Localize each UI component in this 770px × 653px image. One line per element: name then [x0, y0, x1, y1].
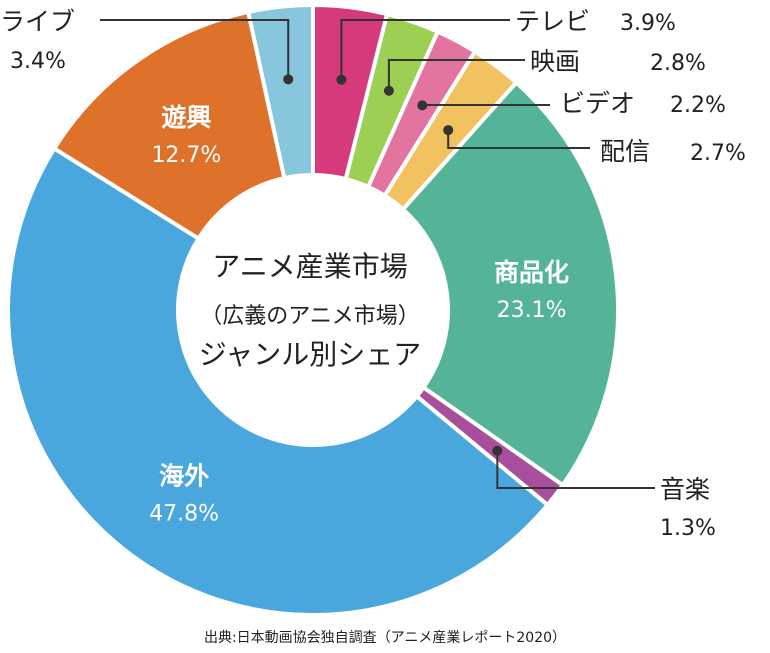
slice-label-0: テレビ: [515, 7, 590, 36]
center-title-line-2: ジャンル別シェア: [199, 338, 422, 371]
slice-value-3: 2.7%: [690, 141, 746, 166]
outside-labels: テレビ 3.9% 映画 2.8% ビデオ 2.2% 配信 2.7% 音楽 1.3% ライブ 3.4%: [0, 7, 746, 541]
leader-dot-3: [443, 125, 454, 136]
leader-dot-0: [336, 74, 347, 85]
center-title-line-1: （広義のアニメ市場）: [200, 304, 420, 329]
slices: [6, 2, 620, 617]
slice-label-2: ビデオ: [560, 89, 635, 118]
slice-value-0: 3.9%: [620, 11, 676, 36]
leader-dot-1: [383, 85, 394, 96]
slice-label-1: 映画: [530, 47, 580, 76]
slice-7: [51, 9, 287, 242]
slice-label-5: 音楽: [660, 475, 710, 504]
slice-label-8: ライブ: [0, 7, 75, 36]
leader-line-1: [387, 59, 525, 91]
slice-value-8: 3.4%: [10, 49, 66, 74]
leader-line-0: [340, 19, 510, 80]
slice-8: [245, 2, 315, 181]
slice-value-6: 47.8%: [149, 501, 219, 526]
leader-dot-5: [492, 445, 503, 456]
leader-line-5: [496, 450, 655, 489]
slice-value-2: 2.2%: [670, 93, 726, 118]
slice-6: [6, 145, 551, 617]
slice-value-1: 2.8%: [650, 51, 706, 76]
center-title-line-0: アニメ産業市場: [212, 250, 407, 283]
source-note: 出典:日本動画協会独自調査（アニメ産業レポート2020）: [203, 630, 567, 646]
leader-dot-8: [283, 74, 294, 85]
slice-label-6: 海外: [159, 461, 209, 490]
slice-value-4: 23.1%: [497, 298, 567, 323]
slice-label-4: 商品化: [494, 258, 569, 287]
slice-label-7: 遊興: [161, 103, 211, 132]
slice-4: [400, 79, 620, 488]
leader-dot-2: [417, 100, 428, 111]
slice-value-5: 1.3%: [660, 516, 716, 541]
leader-line-8: [100, 19, 290, 80]
slice-label-3: 配信: [600, 137, 650, 166]
slice-value-7: 12.7%: [151, 143, 221, 168]
leader-line-3: [447, 130, 590, 149]
